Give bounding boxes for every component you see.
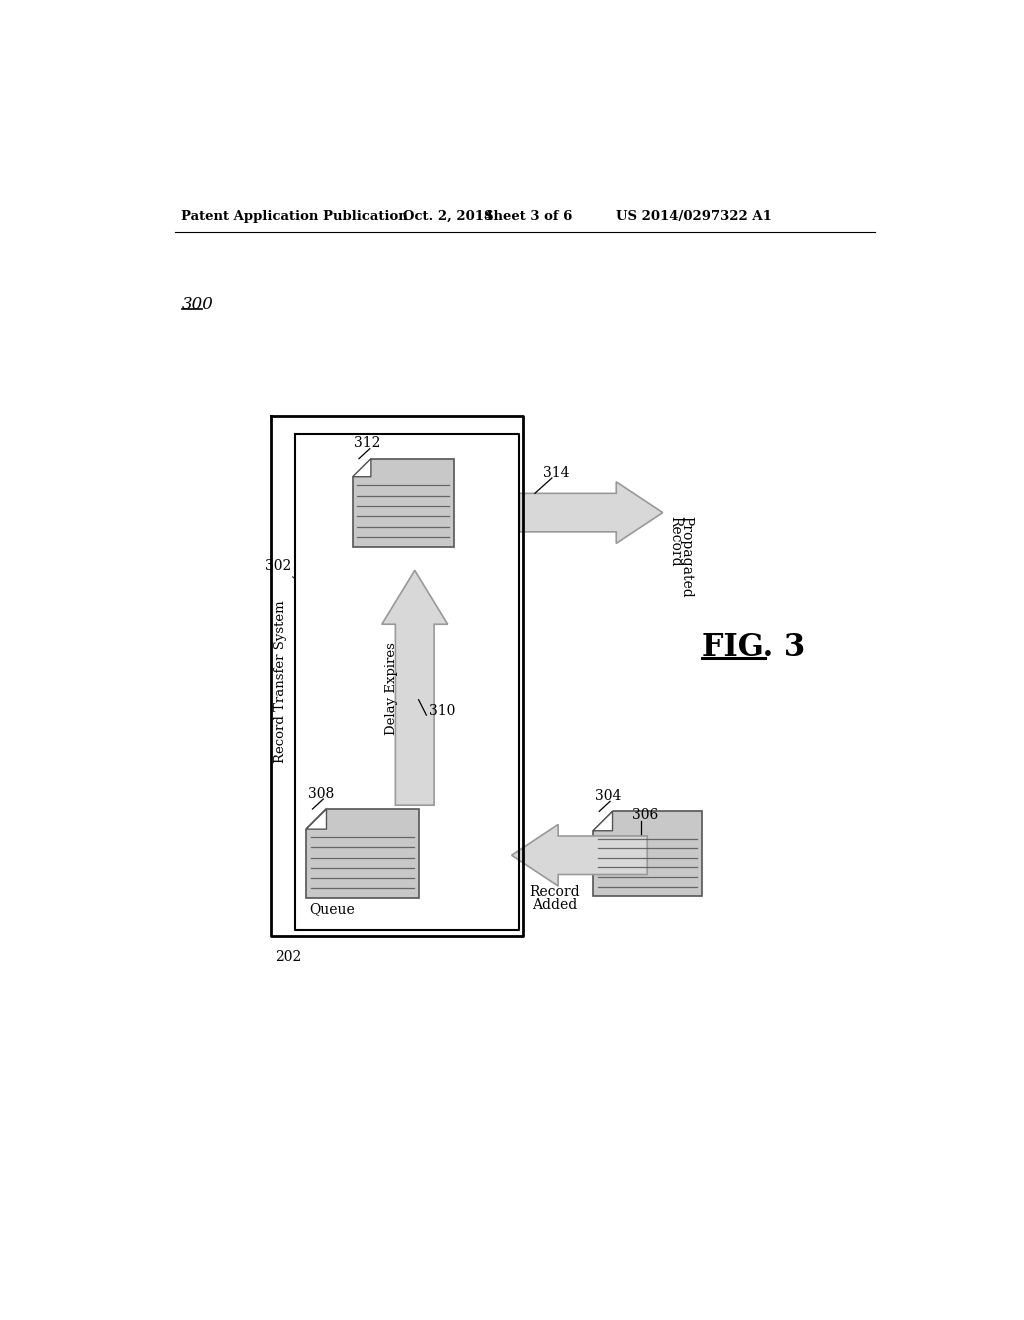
Polygon shape [512, 825, 647, 886]
Text: Propagated: Propagated [680, 516, 694, 598]
Text: Queue: Queue [309, 903, 355, 916]
Polygon shape [352, 459, 454, 548]
Polygon shape [519, 482, 663, 544]
Text: Sheet 3 of 6: Sheet 3 of 6 [484, 210, 572, 223]
Text: FIG. 3: FIG. 3 [701, 632, 805, 663]
Text: Record: Record [668, 516, 682, 568]
Polygon shape [306, 809, 419, 898]
Polygon shape [306, 809, 327, 829]
Text: 306: 306 [632, 808, 658, 822]
Text: 304: 304 [595, 789, 621, 803]
Text: Patent Application Publication: Patent Application Publication [180, 210, 408, 223]
Text: Oct. 2, 2014: Oct. 2, 2014 [403, 210, 494, 223]
Text: 314: 314 [543, 466, 569, 479]
Text: Record Transfer System: Record Transfer System [274, 601, 287, 763]
Text: Record: Record [529, 884, 580, 899]
Text: 308: 308 [308, 787, 334, 801]
Polygon shape [352, 459, 371, 477]
Text: Added: Added [531, 898, 577, 912]
Polygon shape [593, 812, 612, 830]
Polygon shape [382, 570, 447, 805]
Polygon shape [593, 812, 701, 896]
Text: 300: 300 [182, 296, 214, 313]
Text: 312: 312 [354, 437, 381, 450]
Text: US 2014/0297322 A1: US 2014/0297322 A1 [616, 210, 772, 223]
Text: 302: 302 [264, 560, 291, 573]
Text: 310: 310 [429, 705, 455, 718]
Text: 202: 202 [275, 950, 301, 964]
Text: Delay Expires: Delay Expires [385, 642, 398, 735]
